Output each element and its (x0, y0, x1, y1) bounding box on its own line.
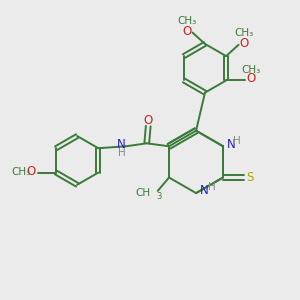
Text: O: O (247, 73, 256, 85)
Text: CH₃: CH₃ (234, 28, 254, 38)
Text: O: O (26, 165, 36, 178)
Text: S: S (246, 171, 254, 184)
Text: O: O (144, 114, 153, 127)
Text: N: N (200, 184, 209, 196)
Text: 3: 3 (156, 192, 161, 201)
Text: H: H (208, 182, 215, 192)
Text: CH₃: CH₃ (178, 16, 197, 26)
Text: CH₃: CH₃ (242, 65, 261, 75)
Text: H: H (118, 148, 125, 158)
Text: CH₃: CH₃ (12, 167, 31, 177)
Text: H: H (233, 136, 241, 146)
Text: O: O (239, 37, 249, 50)
Text: O: O (182, 25, 192, 38)
Text: N: N (117, 138, 126, 151)
Text: N: N (227, 138, 236, 151)
Text: CH: CH (135, 188, 150, 198)
